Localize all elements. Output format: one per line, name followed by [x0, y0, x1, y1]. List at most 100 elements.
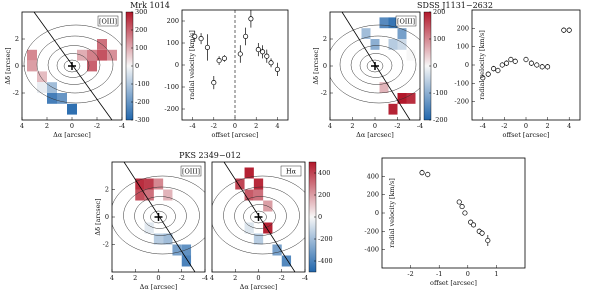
velocity-cell [244, 222, 254, 234]
data-point [255, 47, 261, 53]
y-tick-label: 200 [167, 17, 179, 25]
nucleus-cross [254, 213, 263, 221]
data-point [243, 33, 249, 39]
contour [234, 196, 287, 236]
colorbar-tick-label: 0 [135, 62, 139, 70]
velocity-cell [244, 167, 254, 179]
velocity-cell [47, 82, 57, 93]
y-tick-label: 0 [175, 61, 179, 69]
colorbar-tick-label: 0 [318, 213, 322, 221]
x-tick-label: 0 [70, 122, 74, 130]
data-point [211, 80, 217, 86]
line-label: [OIII] [182, 168, 200, 176]
x-tick-label: 2 [233, 274, 237, 282]
y-tick-label: 400 [367, 172, 379, 180]
y-axis-label: radial velocity [km/s] [388, 178, 396, 248]
velocity-cell [406, 49, 416, 61]
velocity-cell [379, 17, 389, 29]
y-tick-label: 0 [375, 209, 379, 217]
y-axis-label: radial velocity [km/s] [478, 30, 486, 100]
velocity-cell [135, 178, 145, 190]
data-point [264, 53, 270, 59]
data-point [456, 199, 462, 205]
data-point [485, 237, 491, 244]
velocity-cell [163, 233, 173, 245]
velocity-cell [379, 82, 389, 93]
map-area [112, 162, 205, 272]
contour [330, 24, 420, 104]
contour [366, 59, 384, 73]
y-tick-label: -100 [164, 83, 179, 91]
panel-title: Mrk 1014 [130, 1, 170, 10]
contour [112, 175, 205, 255]
x-tick-label: 0 [233, 122, 237, 130]
data-point [539, 64, 545, 70]
velocity-cell [163, 189, 173, 201]
colorbar-tick-label: 200 [318, 191, 330, 199]
velocity-cell [253, 189, 264, 201]
velocity-cell [172, 244, 182, 256]
x-tick-label: -4 [417, 122, 423, 130]
contour [350, 45, 404, 85]
x-tick-label: 4 [110, 274, 114, 282]
contour [56, 53, 90, 78]
y-tick-label: -2 [103, 241, 109, 249]
x-axis-label: Δα [arcsec] [53, 131, 91, 139]
colorbar-tick-label: -100 [135, 80, 150, 88]
velocity-cell [144, 222, 154, 234]
velocity-cell [144, 178, 154, 190]
y-tick-label: -200 [454, 98, 469, 106]
contour [123, 186, 200, 245]
y-tick-label: 200 [457, 24, 469, 32]
x-axis-label: Δα [arcsec] [240, 283, 278, 291]
velocity-cell [97, 49, 107, 61]
colorbar-tick-label: 400 [318, 169, 330, 177]
data-point [459, 204, 465, 210]
x-tick-label: -2 [394, 122, 400, 130]
y-tick-label: 200 [367, 191, 379, 199]
data-point [419, 170, 425, 176]
y-tick-label: 2 [15, 35, 19, 43]
x-tick-label: 0 [256, 274, 260, 282]
y-axis-label: Δδ [arcsec] [94, 198, 102, 235]
data-point [561, 27, 567, 33]
velocity-cell [153, 233, 164, 245]
x-tick-label: -2 [407, 270, 413, 278]
data-point [260, 49, 266, 55]
x-tick-label: -2 [179, 274, 185, 282]
map-area [212, 162, 305, 272]
velocity-cell [253, 178, 264, 190]
x-tick-label: 2 [45, 122, 49, 130]
velocity-cell [388, 103, 398, 115]
velocity-cell [107, 49, 117, 61]
velocity-cell [388, 39, 398, 50]
x-tick-label: 4 [20, 122, 24, 130]
velocity-cell [87, 60, 97, 72]
x-axis-label: Δα [arcsec] [140, 283, 178, 291]
velocity-cell [153, 178, 164, 190]
data-point [479, 230, 485, 236]
x-tick-label: 0 [156, 274, 160, 282]
data-point [504, 60, 510, 66]
line-label: [OIII] [397, 18, 415, 26]
y-tick-label: -2 [321, 89, 327, 97]
y-tick-label: -200 [164, 105, 179, 113]
velocity-cell [135, 189, 145, 201]
velocity-cell [37, 71, 47, 83]
x-tick-label: 4 [328, 122, 332, 130]
colorbar-tick-label: -200 [318, 235, 333, 243]
data-point [480, 75, 486, 81]
x-tick-label: -4 [302, 274, 308, 282]
velocity-cell [87, 49, 97, 61]
y-tick-label: 2 [105, 186, 109, 194]
data-point [204, 44, 210, 50]
x-tick-label: -1 [436, 270, 442, 278]
velocity-cell [253, 233, 264, 245]
x-axis-label: offset [arcsec] [430, 279, 477, 287]
line-label-box [280, 165, 302, 177]
contour [36, 35, 114, 94]
colorbar-tick-label: 200 [433, 8, 445, 16]
velocity-cell [281, 255, 292, 267]
panel-title: SDSS J1131−2632 [417, 1, 493, 10]
velocity-cell [244, 189, 254, 201]
